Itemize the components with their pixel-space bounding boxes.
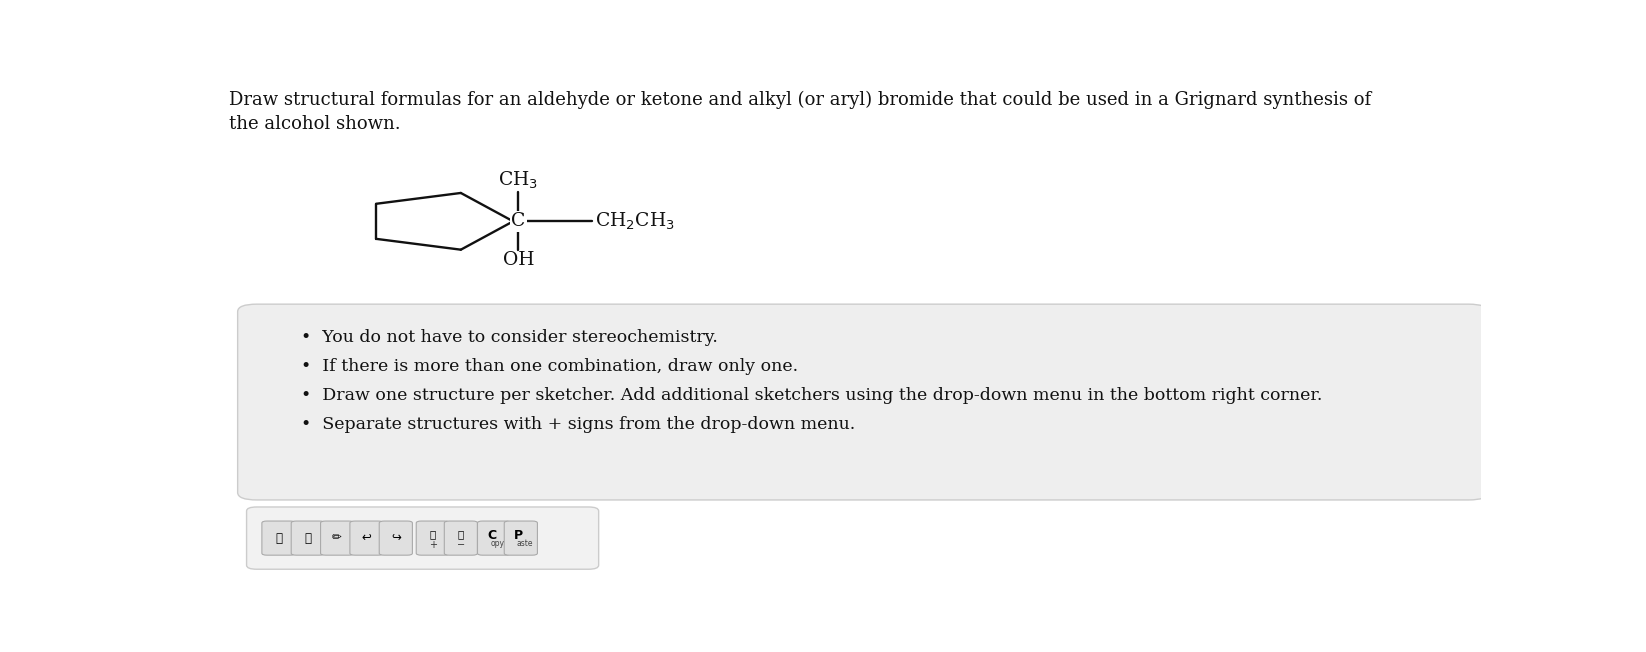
FancyBboxPatch shape	[247, 507, 599, 569]
Text: P: P	[514, 529, 523, 542]
Text: OH: OH	[502, 251, 533, 269]
FancyBboxPatch shape	[321, 521, 354, 556]
FancyBboxPatch shape	[477, 521, 510, 556]
FancyBboxPatch shape	[444, 521, 477, 556]
Text: C: C	[512, 213, 525, 230]
Text: •  If there is more than one combination, draw only one.: • If there is more than one combination,…	[301, 358, 798, 375]
Text: ↩: ↩	[362, 531, 372, 544]
Text: ✏: ✏	[332, 531, 342, 544]
Text: C: C	[487, 529, 495, 542]
Text: ↪: ↪	[390, 531, 400, 544]
FancyBboxPatch shape	[416, 521, 449, 556]
Text: opy: opy	[491, 539, 505, 548]
Text: CH$_2$CH$_3$: CH$_2$CH$_3$	[594, 211, 675, 232]
Text: aste: aste	[517, 539, 533, 548]
Text: 🔍: 🔍	[430, 529, 436, 539]
Text: +: +	[430, 540, 436, 550]
FancyBboxPatch shape	[262, 521, 295, 556]
FancyBboxPatch shape	[237, 304, 1488, 500]
Text: •  You do not have to consider stereochemistry.: • You do not have to consider stereochem…	[301, 329, 718, 346]
FancyBboxPatch shape	[291, 521, 324, 556]
FancyBboxPatch shape	[379, 521, 413, 556]
Text: Draw structural formulas for an aldehyde or ketone and alkyl (or aryl) bromide t: Draw structural formulas for an aldehyde…	[229, 91, 1371, 132]
Text: CH$_3$: CH$_3$	[499, 170, 538, 191]
Text: •  Draw one structure per sketcher. Add additional sketchers using the drop-down: • Draw one structure per sketcher. Add a…	[301, 387, 1323, 404]
Text: •  Separate structures with + signs from the drop-down menu.: • Separate structures with + signs from …	[301, 416, 856, 433]
Text: 🔍: 🔍	[458, 529, 464, 539]
Text: 🧴: 🧴	[305, 531, 311, 544]
Text: ✋: ✋	[275, 531, 281, 544]
FancyBboxPatch shape	[351, 521, 384, 556]
FancyBboxPatch shape	[504, 521, 537, 556]
Text: −: −	[458, 540, 464, 550]
